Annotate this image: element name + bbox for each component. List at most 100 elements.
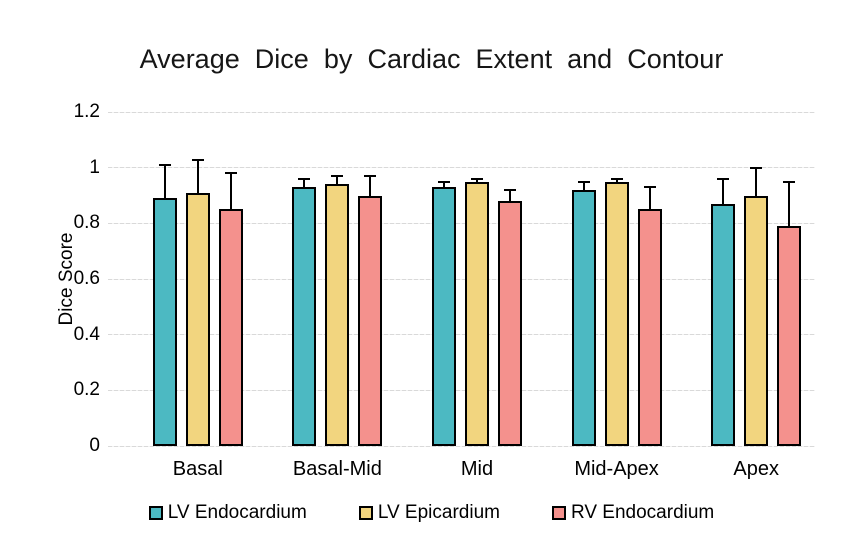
error-bar-cap [298, 178, 311, 181]
bar-group-basal [128, 112, 268, 446]
gridline-0.2 [108, 389, 815, 391]
error-bar-stem [369, 177, 372, 198]
bar-rv-endocardium-basal [218, 172, 243, 446]
gridline-1 [108, 167, 815, 169]
legend-marker-lv-epicardium [358, 506, 373, 520]
bar-lv-endocardium-apex [711, 178, 736, 446]
error-bar-cap [503, 189, 516, 192]
error-bar-cap [577, 180, 590, 183]
gridline-0.8 [108, 222, 815, 224]
x-label-mid: Mid [460, 458, 494, 480]
legend-marker-lv-endocardium [148, 506, 163, 520]
y-tick-0.6: 0.6 [73, 268, 100, 289]
error-bar-stem [163, 166, 166, 201]
error-bar-cap [750, 166, 763, 169]
bar-lv-endocardium-basal-mid [292, 178, 317, 446]
gridline-0.4 [108, 334, 815, 336]
x-label-apex: Apex [733, 458, 779, 480]
error-bar-stem [582, 182, 585, 192]
y-tick-0: 0 [89, 435, 100, 456]
error-bar-lv-epicardium-mid-apex [610, 178, 623, 184]
bar-group-apex [686, 112, 826, 446]
error-bar-stem [648, 188, 651, 212]
error-bar-cap [158, 164, 171, 167]
error-bar-stem [442, 182, 445, 190]
error-bar-stem [336, 177, 339, 187]
bar-lv-endocardium-mid [431, 180, 456, 446]
error-bar-cap [224, 172, 237, 175]
error-bar-lv-endocardium-basal [158, 164, 171, 201]
x-label-basal: Basal [172, 458, 223, 480]
chart-title: Average Dice by Cardiac Extent and Conto… [139, 44, 724, 74]
legend-marker-rv-endocardium [551, 506, 566, 520]
error-bar-stem [788, 182, 791, 229]
bar-group-mid-apex [547, 112, 687, 446]
error-bar-lv-epicardium-mid [470, 178, 483, 184]
legend-label-lv-endocardium: LV Endocardium [167, 502, 307, 523]
error-bar-stem [508, 191, 511, 204]
error-bar-lv-epicardium-basal-mid [331, 175, 344, 187]
error-bar-stem [755, 168, 758, 198]
bar-rv-endocardium-basal-mid [358, 175, 383, 446]
bar-lv-endocardium-mid-apex [571, 180, 596, 446]
bar-rv-endocardium-mid [497, 189, 522, 446]
legend-item-lv-epicardium: LV Epicardium [358, 502, 500, 524]
y-tick-1.2: 1.2 [73, 101, 100, 122]
plot-area [108, 111, 815, 447]
error-bar-cap [643, 186, 656, 189]
gridline-1.2 [108, 111, 815, 113]
bar-group-basal-mid [268, 112, 408, 446]
error-bar-cap [717, 178, 730, 181]
error-bar-rv-endocardium-apex [783, 180, 796, 229]
error-bar-lv-epicardium-basal [191, 158, 204, 195]
legend: LV Endocardium LV Epicardium RV Endocardiu… [0, 502, 863, 524]
bar-lv-epicardium-mid [464, 178, 489, 446]
error-bar-lv-endocardium-mid [437, 180, 450, 190]
y-tick-0.2: 0.2 [73, 379, 100, 401]
legend-item-rv-endocardium: RV Endocardium [551, 502, 715, 524]
x-label-basal-mid: Basal-Mid [292, 458, 382, 480]
bar-lv-epicardium-basal [185, 158, 210, 446]
error-bar-lv-epicardium-apex [750, 166, 763, 198]
bar-lv-epicardium-basal-mid [325, 175, 350, 446]
x-label-mid-apex: Mid-Apex [574, 458, 659, 480]
error-bar-cap [364, 175, 377, 178]
bar-groups [128, 112, 826, 446]
bar-lv-endocardium-basal [152, 164, 177, 446]
error-bar-stem [615, 180, 618, 184]
error-bar-lv-endocardium-apex [717, 178, 730, 206]
bar-group-mid [407, 112, 547, 446]
error-bar-stem [722, 180, 725, 206]
error-bar-lv-endocardium-mid-apex [577, 180, 590, 192]
error-bar-cap [191, 158, 204, 161]
x-axis-labels: Basal Basal-Mid Mid Mid-Apex Apex [128, 458, 826, 481]
error-bar-rv-endocardium-basal [224, 172, 237, 212]
error-bar-stem [196, 160, 199, 195]
error-bar-rv-endocardium-basal-mid [364, 175, 377, 198]
error-bar-rv-endocardium-mid [503, 189, 516, 204]
error-bar-cap [783, 180, 796, 183]
legend-label-lv-epicardium: LV Epicardium [377, 502, 500, 523]
error-bar-stem [303, 180, 306, 190]
y-axis-tick-labels: 0 0.2 0.4 0.6 0.8 1 1.2 [28, 102, 100, 456]
error-bar-stem [229, 174, 232, 212]
error-bar-stem [475, 180, 478, 184]
error-bar-cap [470, 178, 483, 181]
bar-rv-endocardium-apex [777, 180, 802, 446]
y-tick-0.4: 0.4 [73, 323, 100, 345]
error-bar-rv-endocardium-mid-apex [643, 186, 656, 212]
error-bar-lv-endocardium-basal-mid [298, 178, 311, 190]
bar-lv-epicardium-mid-apex [604, 178, 629, 446]
bar-lv-epicardium-apex [744, 166, 769, 446]
legend-label-rv-endocardium: RV Endocardium [570, 502, 715, 523]
error-bar-cap [331, 175, 344, 178]
error-bar-cap [610, 178, 623, 181]
legend-item-lv-endocardium: LV Endocardium [148, 502, 307, 524]
gridline-0.6 [108, 278, 815, 280]
error-bar-cap [437, 180, 450, 183]
gridline-0 [108, 445, 815, 447]
bar-rv-endocardium-mid-apex [637, 186, 662, 446]
y-tick-0.8: 0.8 [73, 212, 100, 234]
y-tick-1: 1 [89, 156, 100, 178]
